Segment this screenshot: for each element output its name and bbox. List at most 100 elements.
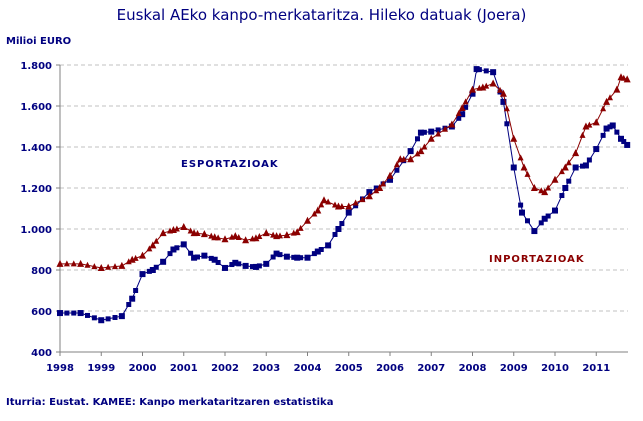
y-axis-label: Milioi EURO	[6, 36, 72, 47]
data-point	[458, 104, 466, 112]
data-marker	[174, 245, 180, 251]
data-point	[211, 256, 218, 263]
data-marker	[455, 110, 462, 117]
data-marker	[78, 310, 84, 316]
data-marker	[256, 263, 262, 269]
data-marker	[277, 232, 283, 239]
data-marker	[277, 252, 283, 258]
data-marker	[456, 115, 462, 121]
data-marker	[525, 218, 530, 224]
data-marker	[435, 127, 441, 133]
data-marker	[387, 172, 393, 179]
data-marker	[565, 159, 572, 166]
data-marker	[366, 189, 372, 195]
data-marker	[538, 220, 544, 226]
source-note: Iturria: Eustat. KAMEE: Kanpo merkatarit…	[6, 397, 334, 408]
data-marker	[236, 261, 242, 267]
data-point	[314, 206, 322, 214]
data-marker	[167, 227, 173, 234]
x-tick-label: 2004	[294, 363, 322, 374]
data-marker	[586, 121, 593, 128]
data-marker	[332, 231, 338, 237]
series-line-inportazioak	[60, 77, 628, 269]
data-marker	[229, 262, 235, 268]
data-marker	[428, 135, 435, 142]
data-marker	[305, 255, 310, 261]
data-marker	[85, 312, 90, 318]
data-marker	[545, 213, 551, 219]
data-point	[417, 129, 424, 136]
data-point	[582, 122, 590, 130]
data-marker	[304, 217, 311, 224]
data-point	[191, 254, 198, 261]
data-marker	[586, 157, 592, 163]
data-point	[273, 250, 280, 257]
data-marker	[359, 196, 366, 203]
data-marker	[435, 130, 442, 137]
data-point	[376, 184, 384, 191]
data-marker	[393, 161, 400, 168]
data-point	[417, 147, 425, 155]
x-tick-label: 2006	[376, 363, 404, 374]
data-point	[459, 111, 466, 118]
data-marker	[215, 234, 222, 241]
data-point	[170, 246, 177, 253]
data-marker	[187, 227, 194, 234]
data-marker	[593, 118, 600, 125]
data-marker	[194, 229, 201, 236]
data-marker	[559, 193, 565, 199]
data-marker	[400, 155, 407, 162]
data-marker	[201, 230, 208, 237]
data-marker	[112, 263, 118, 270]
data-marker	[614, 129, 620, 135]
data-marker	[195, 254, 200, 260]
data-marker	[469, 86, 476, 93]
data-marker	[222, 265, 228, 271]
data-point	[500, 98, 507, 105]
data-marker	[524, 170, 531, 177]
data-marker	[119, 313, 125, 319]
data-marker	[600, 132, 606, 138]
data-point	[294, 254, 301, 261]
data-marker	[511, 165, 517, 170]
data-marker	[346, 210, 352, 216]
data-marker	[235, 234, 242, 241]
data-marker	[490, 79, 497, 86]
y-tick-label: 1.400	[20, 143, 52, 154]
data-marker	[146, 245, 153, 252]
data-marker	[580, 163, 585, 169]
data-point	[473, 66, 480, 73]
data-marker	[421, 129, 427, 135]
data-marker	[63, 260, 70, 267]
y-tick-label: 600	[31, 307, 52, 318]
data-marker	[600, 105, 607, 112]
chart-title: Euskal AEko kanpo-merkataritza. Hileko d…	[116, 6, 527, 24]
x-tick-label: 2010	[541, 363, 569, 374]
data-marker	[552, 208, 558, 214]
data-marker	[552, 176, 558, 183]
data-marker	[415, 136, 420, 142]
data-point	[618, 135, 624, 142]
x-tick-label: 2008	[459, 363, 487, 374]
series-label: ESPORTAZIOAK	[181, 159, 279, 170]
x-tick-label: 2009	[500, 363, 528, 374]
data-marker	[263, 261, 269, 267]
data-marker	[380, 180, 387, 187]
data-marker	[133, 288, 139, 293]
data-marker	[566, 178, 572, 184]
data-marker	[325, 198, 332, 205]
data-point	[603, 97, 611, 105]
data-marker	[476, 67, 482, 73]
data-marker	[132, 254, 139, 261]
data-point	[582, 162, 589, 169]
data-marker	[105, 263, 112, 270]
data-point	[561, 163, 569, 171]
data-marker	[607, 124, 613, 130]
data-marker	[483, 68, 489, 74]
data-point	[314, 248, 321, 255]
data-marker	[613, 86, 620, 93]
data-marker	[318, 201, 325, 208]
y-tick-label: 1.000	[20, 225, 52, 236]
data-marker	[84, 261, 91, 268]
